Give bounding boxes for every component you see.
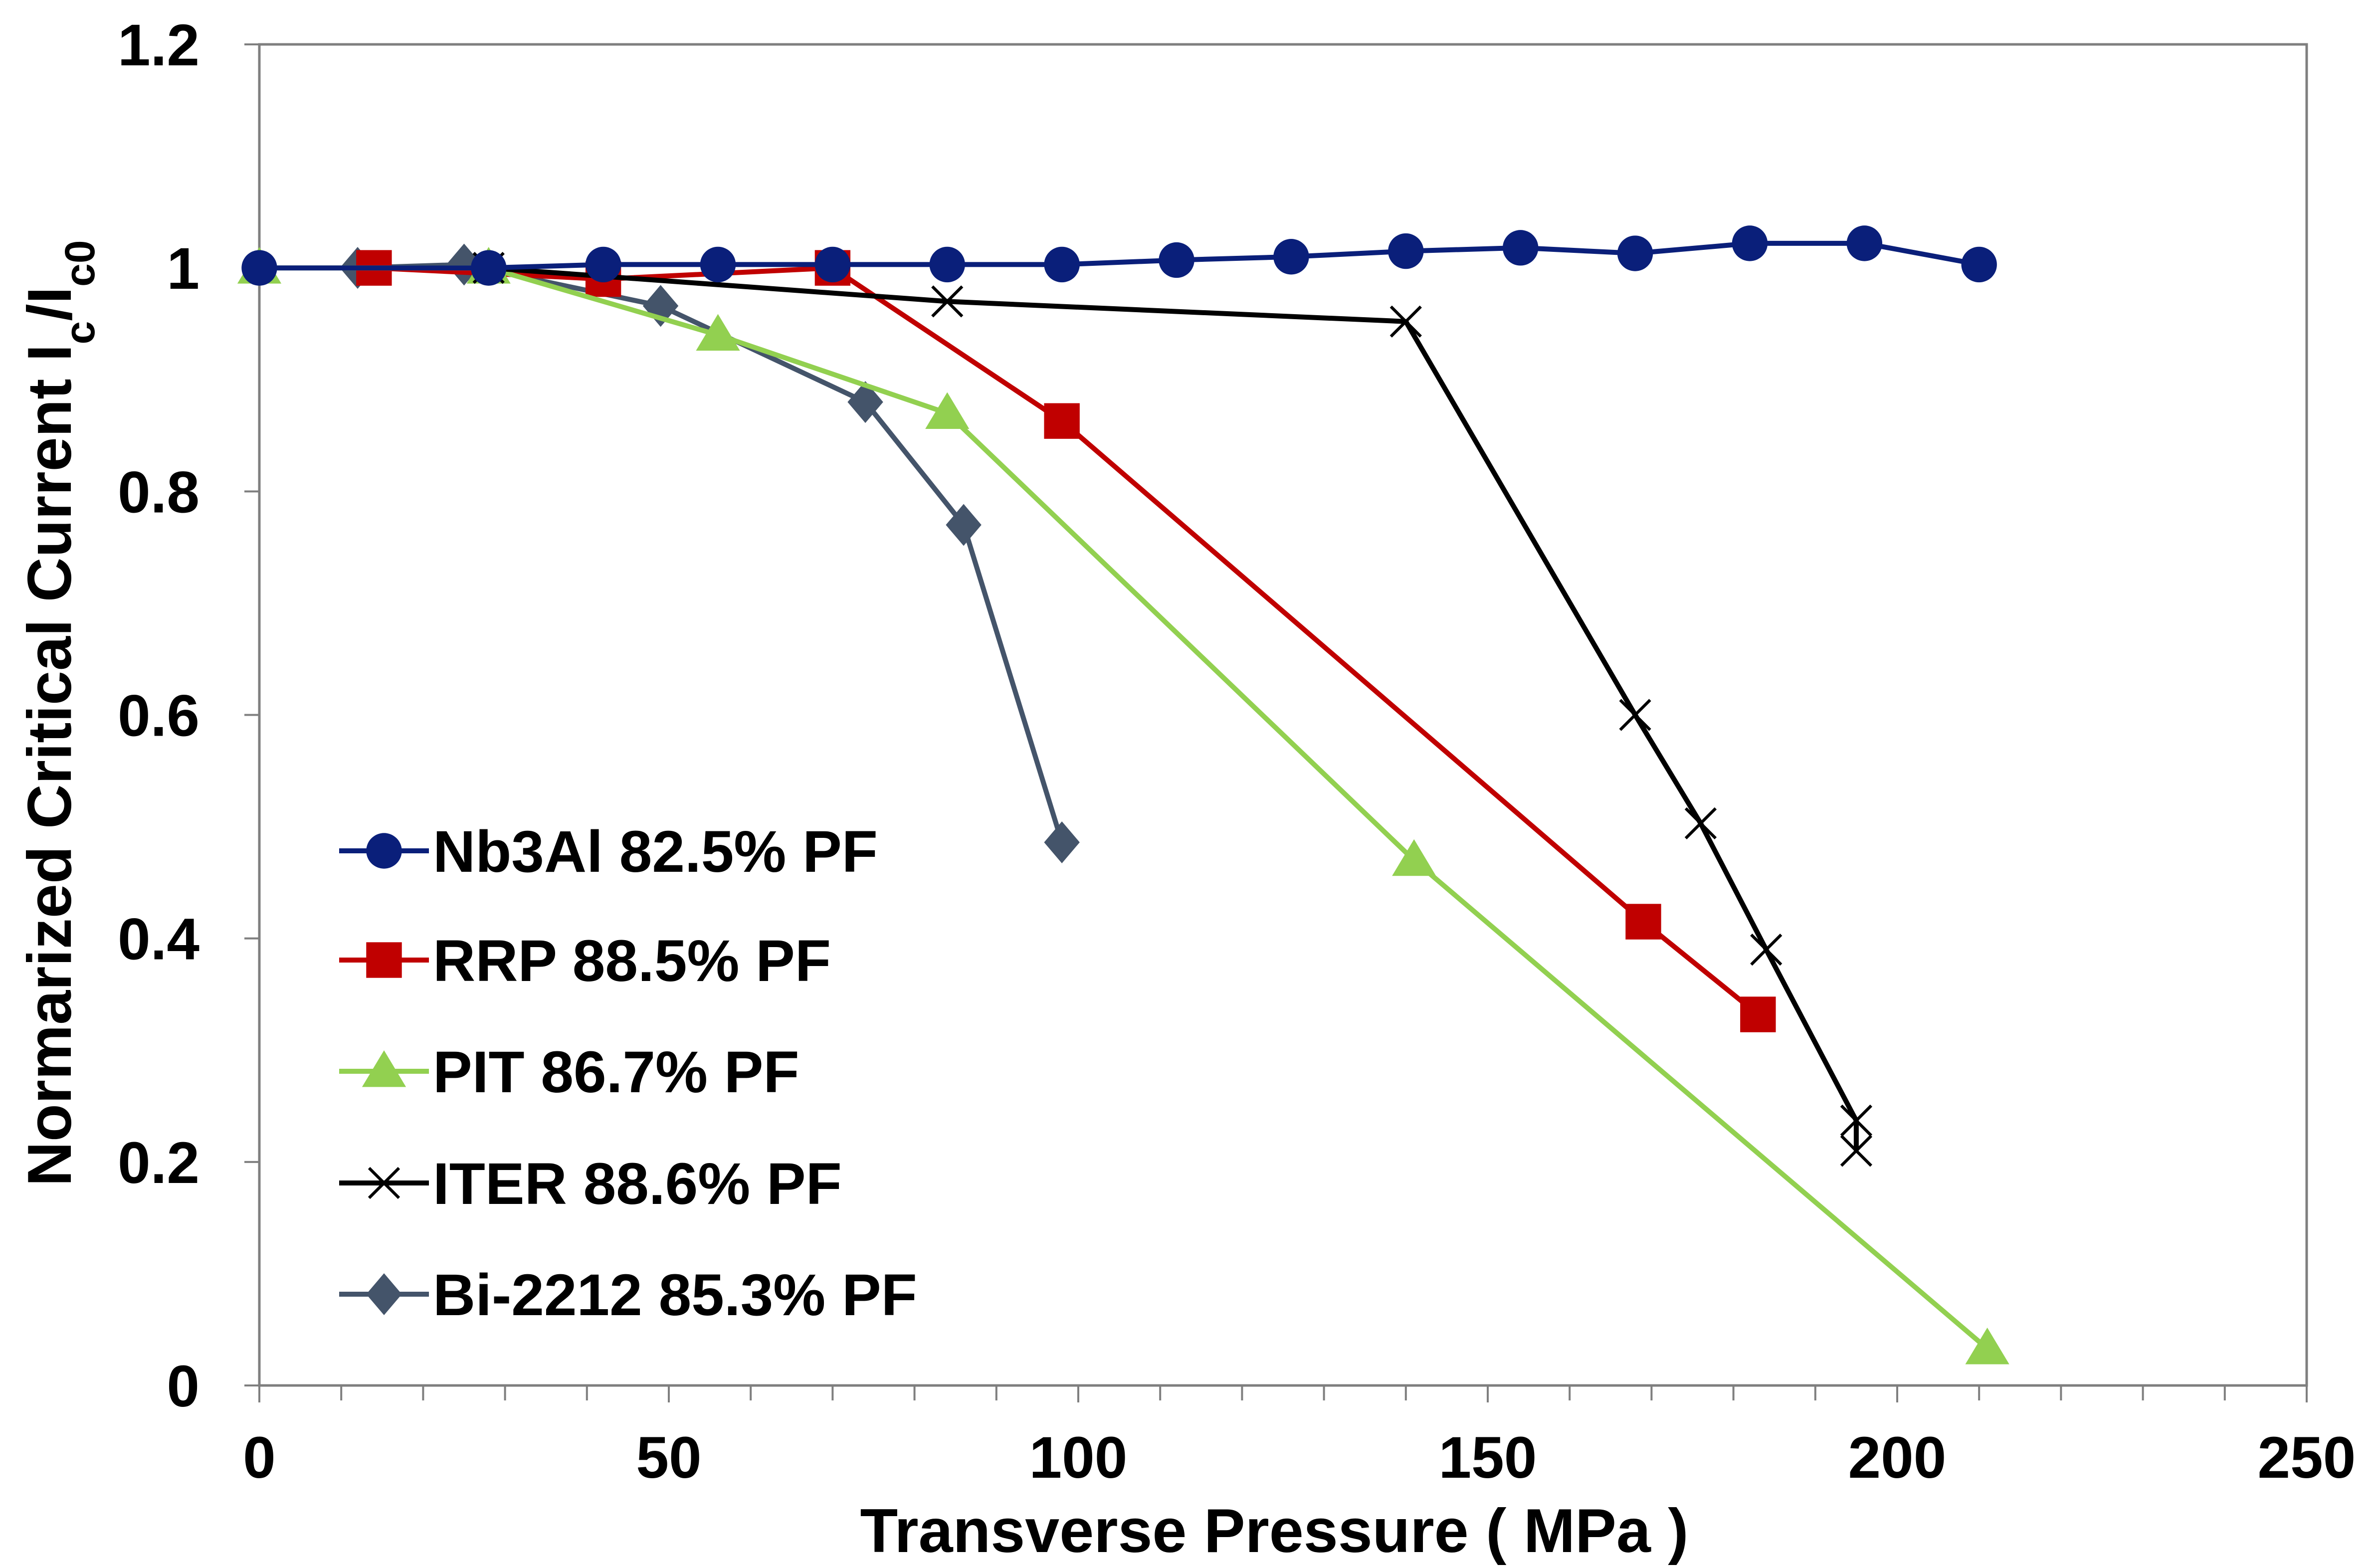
y-axis-title-sub1: c — [56, 321, 103, 345]
x-tick-label: 200 — [1848, 1425, 1947, 1491]
data-point — [471, 250, 507, 286]
data-point — [1619, 699, 1651, 731]
data-point — [585, 246, 621, 283]
series-layer — [237, 225, 2009, 1365]
y-tick-label: 0.8 — [118, 459, 199, 525]
data-point — [1273, 239, 1309, 275]
data-point — [1732, 225, 1768, 261]
data-point — [1392, 839, 1436, 876]
data-point — [1840, 1104, 1873, 1137]
data-point — [1389, 305, 1422, 338]
data-point — [1961, 246, 1997, 283]
y-axis-title-mid: /I — [15, 287, 84, 321]
legend-label: Nb3Al 82.5% PF — [433, 819, 878, 885]
y-axis-title-sub2: c0 — [56, 240, 103, 286]
data-point — [700, 246, 736, 283]
data-point — [1846, 225, 1883, 261]
data-point — [1965, 1328, 2009, 1365]
x-tick-label: 250 — [2258, 1425, 2356, 1491]
series-iter — [472, 252, 1873, 1167]
data-point — [1625, 904, 1661, 940]
axes: 0 50 100 150 200 250 0 0.2 0.4 0.6 0.8 1 1.2 — [118, 12, 2356, 1491]
data-point — [1044, 403, 1080, 439]
legend-label: PIT 86.7% PF — [433, 1039, 799, 1105]
x-axis-title: Transverse Pressure ( MPa ) — [860, 1497, 1688, 1566]
data-point — [1159, 242, 1194, 278]
legend-item: PIT 86.7% PF — [339, 1039, 799, 1105]
legend: Nb3Al 82.5% PF RRP 88.5% PF PIT 86.7% PF IT… — [339, 819, 917, 1328]
legend-marker — [366, 942, 402, 978]
data-point — [847, 381, 883, 423]
x-tick-label: 0 — [243, 1425, 276, 1491]
data-point — [696, 314, 740, 351]
data-point — [931, 285, 964, 318]
x-tick-label: 150 — [1439, 1425, 1537, 1491]
y-tick-label: 1 — [167, 236, 199, 302]
legend-item: Nb3Al 82.5% PF — [339, 819, 878, 885]
legend-item: Bi-2212 85.3% PF — [339, 1262, 917, 1328]
y-axis-title-main: Normarized Critical Current I — [15, 344, 84, 1186]
legend-label: Bi-2212 85.3% PF — [433, 1262, 917, 1328]
data-point — [1388, 233, 1424, 269]
series-nb3al — [241, 225, 1997, 286]
legend-marker — [366, 1273, 402, 1315]
data-point — [1750, 933, 1782, 966]
data-point — [925, 392, 970, 429]
legend-item: ITER 88.6% PF — [339, 1151, 842, 1217]
series-line — [259, 240, 1980, 271]
data-point — [1684, 807, 1717, 839]
series-rrp — [356, 250, 1776, 1032]
data-point — [929, 246, 965, 283]
data-point — [1740, 996, 1776, 1032]
legend-label: ITER 88.6% PF — [433, 1151, 842, 1217]
y-tick-label: 0 — [167, 1354, 199, 1419]
series-line — [357, 262, 1064, 843]
data-point — [814, 246, 851, 283]
data-point — [1044, 821, 1080, 863]
legend-item: RRP 88.5% PF — [339, 928, 831, 994]
x-tick-label: 100 — [1029, 1425, 1128, 1491]
y-tick-label: 0.2 — [118, 1130, 199, 1196]
y-tick-label: 0.4 — [118, 907, 199, 973]
data-point — [946, 504, 982, 546]
y-axis-title: Normarized Critical Current Ic/Ic0 — [15, 240, 103, 1186]
legend-marker — [368, 1167, 400, 1199]
series-line — [488, 265, 1859, 1151]
data-point — [1617, 235, 1653, 271]
data-point — [1502, 230, 1539, 266]
y-tick-label: 1.2 — [118, 12, 199, 78]
legend-label: RRP 88.5% PF — [433, 928, 831, 994]
data-point — [1840, 1135, 1873, 1167]
data-point — [241, 250, 277, 286]
series-line — [374, 265, 1760, 1016]
x-tick-label: 50 — [636, 1425, 701, 1491]
data-point — [1044, 246, 1080, 283]
legend-marker — [362, 1050, 406, 1087]
y-tick-label: 0.6 — [118, 683, 199, 749]
legend-marker — [366, 833, 402, 869]
